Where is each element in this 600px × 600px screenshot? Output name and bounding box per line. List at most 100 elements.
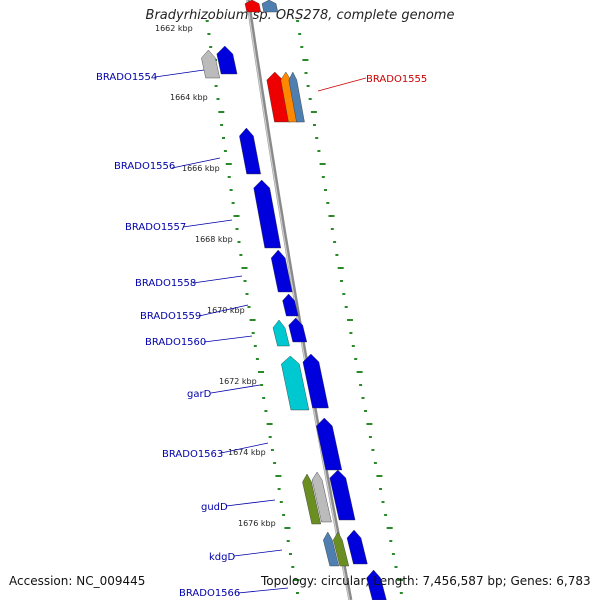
tick-dot-right [397, 579, 404, 581]
tick-dot-right [315, 137, 319, 139]
tick-dot-left [233, 215, 240, 217]
backbone-highlight [246, 0, 350, 600]
tick-dot-right [304, 72, 308, 74]
gene-arrow [288, 317, 308, 343]
gene-arrow [329, 469, 356, 521]
gene-label: BRADO1557 [125, 222, 186, 233]
tick-dot-right [361, 397, 365, 399]
gene-leader-line [233, 549, 283, 557]
tick-dot-right [308, 98, 312, 100]
kbp-label: 1674 kbp [228, 448, 266, 457]
tick-dot-right [337, 267, 344, 269]
tick-dot-left [255, 358, 259, 360]
gene-arrow [346, 529, 368, 565]
tick-dot-left [258, 371, 264, 373]
tick-dot-right [384, 514, 388, 516]
tick-dot-left [241, 267, 248, 269]
gene-leader-line [192, 275, 243, 284]
gene-label: garD [187, 389, 212, 400]
gene-arrow [261, 0, 279, 13]
tick-dot-left [231, 202, 235, 204]
kbp-label: 1666 kbp [182, 164, 220, 173]
tick-dot-right [347, 319, 353, 321]
gene-arrow [333, 531, 350, 567]
tick-dot-left [266, 423, 273, 425]
tick-dot-right [326, 202, 330, 204]
gene-arrow [302, 353, 329, 409]
backbone-line [246, 0, 353, 600]
tick-dot-left [216, 98, 220, 100]
tick-dot-right [366, 423, 373, 425]
gene-leader-line [154, 69, 205, 78]
genome-title: Bradyrhizobium sp. ORS278, complete geno… [145, 8, 455, 23]
tick-dot-right [379, 488, 382, 490]
tick-dot-left [291, 566, 295, 568]
kbp-label: 1676 kbp [238, 519, 276, 528]
gene-arrow [201, 49, 220, 79]
gene-label: BRADO1558 [135, 278, 196, 289]
tick-dot-right [296, 20, 300, 22]
tick-dot-right [394, 566, 398, 568]
tick-dot-right [344, 306, 348, 308]
gene-leader-line [210, 384, 261, 394]
tick-dot-right [298, 33, 302, 35]
gene-leader-line [220, 442, 269, 454]
tick-dot-rings [205, 20, 404, 594]
gene-label: BRADO1559 [140, 311, 201, 322]
gene-leader-line [198, 304, 249, 317]
tick-dot-right [381, 501, 385, 503]
tick-dot-right [371, 449, 375, 451]
gene-label: kdgD [209, 552, 235, 563]
gene-arrow [244, 0, 262, 13]
kbp-label: 1672 kbp [219, 377, 257, 386]
genome-backbone [246, 0, 353, 600]
gene-label: BRADO1554 [96, 72, 157, 83]
gene-features [201, 0, 387, 600]
tick-dot-right [368, 436, 372, 438]
gene-arrow [311, 471, 332, 523]
tick-dot-right [349, 332, 353, 334]
gene-arrow [281, 355, 310, 411]
tick-dot-left [220, 124, 224, 126]
tick-dot-left [268, 436, 272, 438]
gene-arrow [253, 179, 282, 249]
tick-dot-left [275, 475, 282, 477]
tick-dot-right [359, 384, 363, 386]
tick-dot-left [262, 397, 266, 399]
tick-dot-right [335, 254, 339, 256]
gene-label-layer: BRADO1554 BRADO1555 BRADO1556 BRADO1557 BRAD… [96, 69, 427, 599]
tick-dot-left [296, 592, 299, 594]
tick-dot-left [229, 189, 233, 191]
tick-dot-right [340, 280, 343, 282]
tick-dot-left [235, 228, 239, 230]
gene-arrow [239, 127, 261, 175]
tick-dot-left [222, 137, 225, 139]
tick-dot-right [321, 176, 325, 178]
gene-label: BRADO1555 [366, 74, 427, 85]
tick-dot-left [289, 553, 292, 555]
tick-dot-right [333, 241, 337, 243]
tick-dot-right [389, 540, 393, 542]
tick-dot-right [354, 358, 358, 360]
tick-dot-left [286, 540, 290, 542]
tick-dot-right [328, 215, 335, 217]
tick-dot-left [284, 527, 291, 529]
gene-leader-line [317, 77, 367, 92]
tick-dot-left [251, 332, 255, 334]
gene-arrow [288, 71, 305, 123]
kbp-label: 1662 kbp [155, 24, 193, 33]
gene-label: gudD [201, 502, 228, 513]
tick-dot-left [277, 488, 281, 490]
gene-arrow [216, 45, 238, 75]
kbp-label: 1664 kbp [170, 93, 208, 102]
gene-label: BRADO1566 [179, 588, 240, 599]
tick-dot-left [273, 462, 277, 464]
tick-dot-left [209, 46, 213, 48]
tick-dot-left [247, 306, 251, 308]
topology-text: Topology: circular; Length: 7,456,587 bp… [261, 574, 591, 588]
tick-dot-right [300, 46, 304, 48]
tick-dot-right [386, 527, 393, 529]
gene-leader-line [171, 157, 221, 169]
accession-text: Accession: NC_009445 [9, 574, 146, 588]
